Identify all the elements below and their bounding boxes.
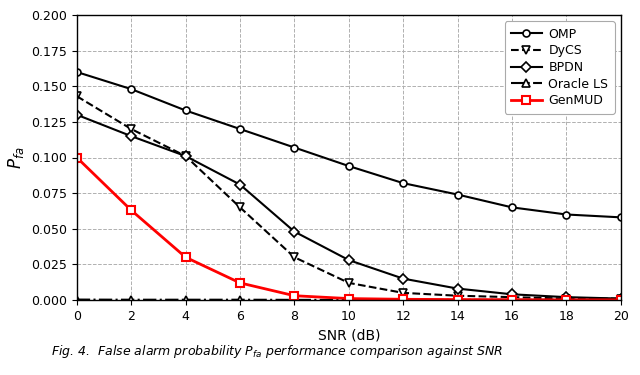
OMP <box>617 215 625 220</box>
OMP <box>182 108 189 113</box>
GenMUD <box>291 294 298 298</box>
Oracle LS <box>127 297 135 302</box>
OMP <box>291 145 298 150</box>
DyCS <box>454 294 461 298</box>
Line: DyCS: DyCS <box>72 92 625 303</box>
Text: Fig. 4.  False alarm probability $P_{fa}$ performance comparison against SNR: Fig. 4. False alarm probability $P_{fa}$… <box>51 343 504 360</box>
Oracle LS <box>508 298 516 302</box>
OMP <box>399 181 407 185</box>
Line: GenMUD: GenMUD <box>72 153 625 304</box>
OMP <box>345 164 353 168</box>
DyCS <box>508 295 516 299</box>
DyCS <box>182 154 189 158</box>
GenMUD <box>236 280 244 285</box>
DyCS <box>399 291 407 295</box>
DyCS <box>73 94 81 99</box>
DyCS <box>127 127 135 131</box>
BPDN <box>399 276 407 281</box>
BPDN <box>182 154 189 158</box>
Line: OMP: OMP <box>74 69 624 221</box>
DyCS <box>291 255 298 260</box>
Oracle LS <box>291 298 298 302</box>
Oracle LS <box>73 297 81 302</box>
Oracle LS <box>454 298 461 302</box>
DyCS <box>345 280 353 285</box>
GenMUD <box>73 155 81 160</box>
OMP <box>127 87 135 92</box>
BPDN <box>345 258 353 262</box>
BPDN <box>127 134 135 138</box>
Oracle LS <box>563 298 570 302</box>
Oracle LS <box>182 297 189 302</box>
BPDN <box>563 295 570 299</box>
GenMUD <box>508 297 516 302</box>
OMP <box>508 205 516 210</box>
BPDN <box>454 286 461 291</box>
DyCS <box>236 205 244 210</box>
GenMUD <box>563 298 570 302</box>
OMP <box>236 127 244 131</box>
DyCS <box>617 296 625 301</box>
GenMUD <box>399 297 407 302</box>
Y-axis label: $P_{fa}$: $P_{fa}$ <box>6 146 26 169</box>
GenMUD <box>182 255 189 260</box>
BPDN <box>73 112 81 117</box>
Line: BPDN: BPDN <box>74 111 624 302</box>
Legend: OMP, DyCS, BPDN, Oracle LS, GenMUD: OMP, DyCS, BPDN, Oracle LS, GenMUD <box>504 21 614 114</box>
OMP <box>563 212 570 217</box>
BPDN <box>508 292 516 297</box>
X-axis label: SNR (dB): SNR (dB) <box>317 328 380 342</box>
GenMUD <box>454 297 461 302</box>
OMP <box>73 70 81 74</box>
Oracle LS <box>399 298 407 302</box>
GenMUD <box>617 298 625 302</box>
BPDN <box>617 296 625 301</box>
Line: Oracle LS: Oracle LS <box>72 296 625 304</box>
GenMUD <box>345 296 353 301</box>
OMP <box>454 192 461 197</box>
Oracle LS <box>236 297 244 302</box>
BPDN <box>236 182 244 187</box>
Oracle LS <box>345 298 353 302</box>
GenMUD <box>127 208 135 213</box>
Oracle LS <box>617 298 625 302</box>
DyCS <box>563 296 570 301</box>
BPDN <box>291 230 298 234</box>
